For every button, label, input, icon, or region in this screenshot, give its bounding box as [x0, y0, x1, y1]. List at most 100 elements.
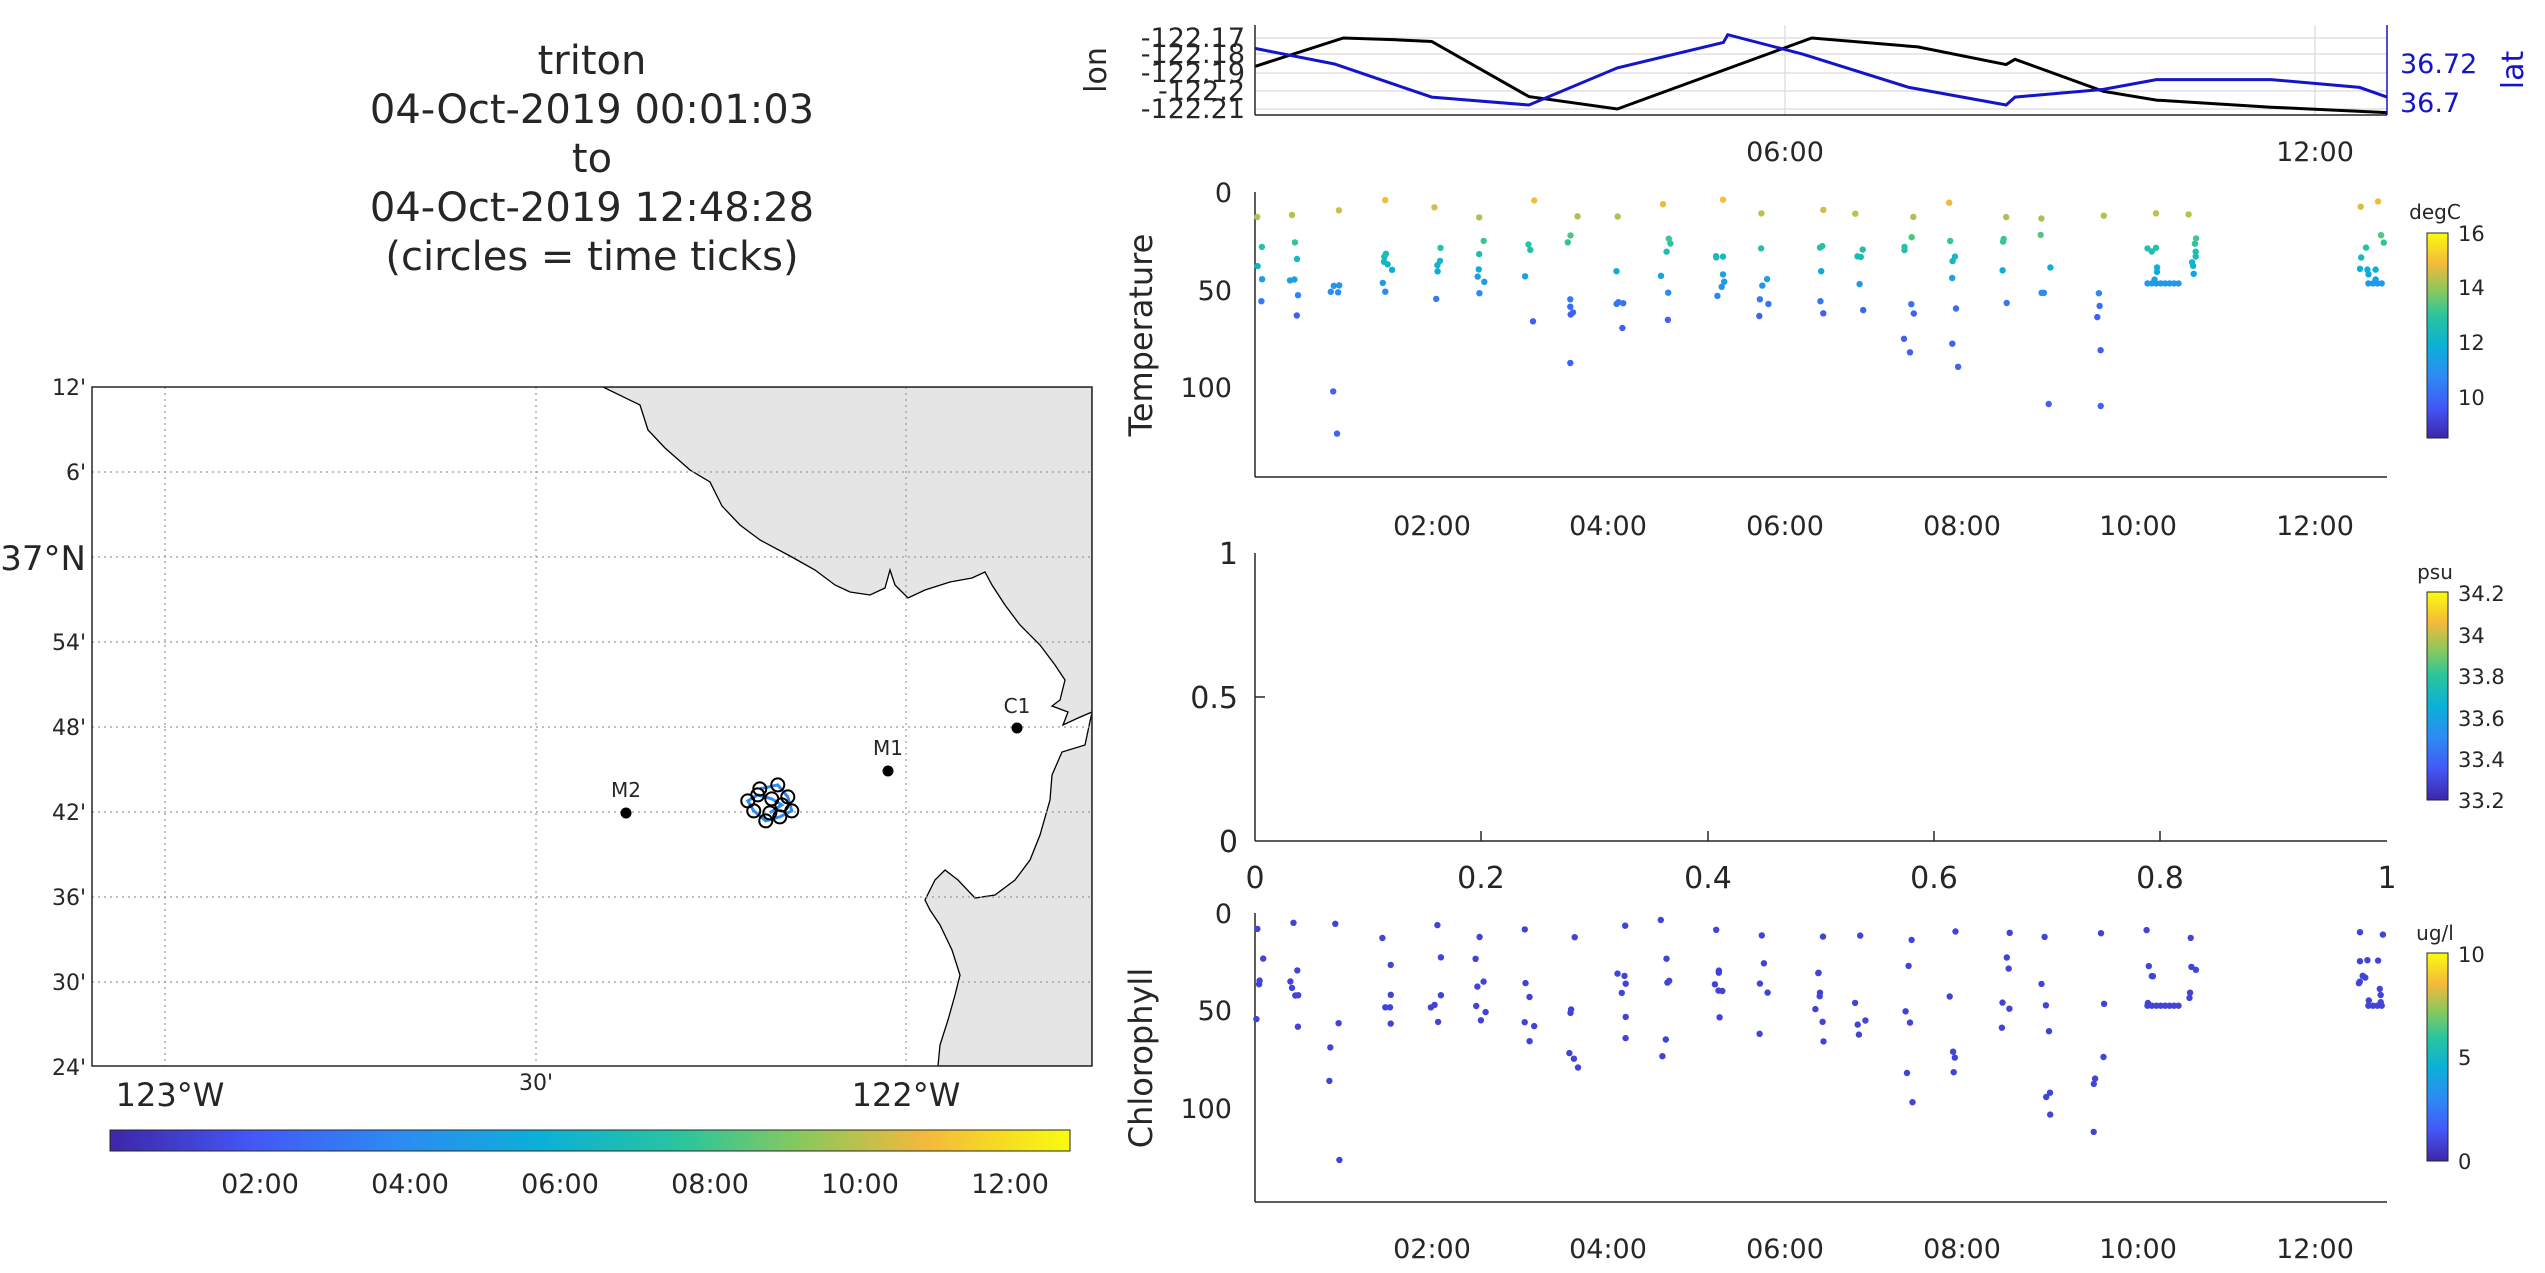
- temperature-point: [1758, 210, 1765, 217]
- chlorophyll-point: [2005, 965, 2012, 972]
- salinity-y-ticks: 1 0.5 0: [1190, 537, 1238, 860]
- x-tick: 0: [1245, 861, 1264, 896]
- chlorophyll-point: [1255, 981, 1263, 988]
- time-colorbar: [109, 1129, 1071, 1152]
- time-colorbar-ticks: 02:00 04:00 06:00 08:00 10:00 12:00: [221, 1169, 1049, 1200]
- lat-axis-label: lat: [2496, 51, 2531, 90]
- chlorophyll-point: [1862, 1017, 1869, 1024]
- chlorophyll-point: [2378, 1002, 2385, 1009]
- chlorophyll-point: [2365, 1002, 2372, 1009]
- chlorophyll-point: [1526, 1038, 1533, 1045]
- temperature-point: [1620, 300, 1627, 307]
- temperature-point: [1712, 253, 1720, 260]
- chlorophyll-point: [1758, 932, 1766, 939]
- y-tick: 1: [1219, 537, 1238, 572]
- temperature-point: [1434, 268, 1441, 275]
- temperature-point: [2191, 240, 2199, 247]
- temperature-point: [2045, 400, 2052, 408]
- chlorophyll-colorbar: [2426, 952, 2449, 1162]
- colorbar-tick: 06:00: [521, 1169, 599, 1200]
- temperature-point: [1437, 244, 1444, 252]
- temperature-point: [2356, 265, 2364, 272]
- chlorophyll-point: [2038, 980, 2045, 988]
- temperature-point: [2096, 302, 2103, 310]
- temperature-point: [2362, 244, 2370, 251]
- salinity-x-ticks: 0 0.2 0.4 0.6 0.8 1: [1245, 861, 2396, 896]
- chlorophyll-point: [1657, 916, 1665, 924]
- temperature-point: [1719, 253, 1727, 260]
- temperature-y-ticks: 0 50 100: [1180, 178, 1232, 404]
- chlorophyll-point: [2374, 1002, 2381, 1009]
- temperature-point: [2192, 253, 2199, 260]
- chlorophyll-point: [1664, 979, 1671, 986]
- temperature-point: [2037, 231, 2044, 239]
- lon-series-line: [1254, 36, 2388, 115]
- x-tick: 0.4: [1684, 861, 1732, 896]
- lon-tick: -122.19: [1141, 58, 1245, 89]
- temperature-point: [1619, 324, 1626, 332]
- chlorophyll-point: [1379, 934, 1386, 942]
- temperature-point: [1663, 248, 1670, 255]
- temperature-point: [2374, 280, 2381, 287]
- chlorophyll-point: [1526, 993, 1533, 1001]
- time-tick-circle: [758, 813, 774, 829]
- temperature-point: [1820, 310, 1827, 317]
- temperature-point: [1258, 298, 1265, 305]
- temperature-point: [2038, 289, 2045, 296]
- chlorophyll-colorbar-ticks: 10 5 0: [2458, 943, 2485, 1174]
- time-tick: 10:00: [2099, 1234, 2177, 1265]
- chlorophyll-point: [1819, 1018, 1826, 1025]
- depth-tick: 50: [1198, 996, 1232, 1027]
- chlorophyll-point: [2157, 1002, 2164, 1009]
- temperature-colorbar: [2426, 232, 2449, 439]
- chlorophyll-point: [1614, 970, 1621, 977]
- temperature-point: [1765, 300, 1772, 308]
- temperature-axis-label: Temperature: [1122, 234, 1160, 438]
- temperature-point: [2170, 280, 2178, 287]
- temperature-point: [2152, 244, 2160, 251]
- temperature-point: [1954, 363, 1962, 370]
- chlorophyll-point: [2162, 1002, 2169, 1009]
- temperature-point: [1952, 305, 1960, 312]
- temperature-point: [1330, 282, 1338, 289]
- chlorophyll-point: [1574, 1064, 1582, 1071]
- lat-tick: 36.72: [2400, 49, 2477, 80]
- temperature-point: [1908, 301, 1915, 308]
- colorbar-tick: 10: [2458, 943, 2485, 967]
- mooring-m1-label: M1: [873, 736, 903, 760]
- chlorophyll-point: [1621, 972, 1628, 980]
- temperature-point: [2357, 203, 2364, 210]
- chlorophyll-point: [1949, 1048, 1957, 1055]
- temperature-point: [1819, 242, 1826, 250]
- mooring-m2-label: M2: [611, 778, 641, 802]
- lat-label: 54': [52, 631, 86, 656]
- chlorophyll-point: [1902, 1008, 1909, 1015]
- temperature-point: [1574, 213, 1581, 220]
- temperature-point: [1433, 295, 1440, 303]
- chlorophyll-point: [2365, 997, 2372, 1004]
- temperature-point: [1759, 282, 1766, 289]
- temperature-point: [1614, 213, 1621, 220]
- x-tick: 1: [2377, 861, 2396, 896]
- chlorophyll-point: [2148, 1002, 2156, 1009]
- temperature-point: [1615, 299, 1622, 306]
- chlorophyll-point: [2006, 929, 2013, 936]
- chlorophyll-point: [2153, 1002, 2160, 1009]
- chlorophyll-point: [2379, 931, 2387, 938]
- time-tick-circle: [770, 777, 786, 793]
- chlorophyll-point: [1387, 991, 1395, 998]
- temperature-point: [1379, 279, 1387, 287]
- time-tick-circle: [750, 787, 766, 803]
- chlorophyll-point: [1290, 919, 1297, 926]
- title-line-2: 04-Oct-2019 00:01:03: [370, 87, 814, 133]
- temperature-point: [2003, 213, 2010, 221]
- temperature-point: [1382, 196, 1389, 204]
- chlorophyll-point: [1437, 954, 1445, 961]
- chlorophyll-point: [2145, 962, 2152, 970]
- map-lat-labels: 12' 6' 37°N 54' 48' 42' 36' 30' 24': [0, 376, 86, 1081]
- temperature-point: [1906, 349, 1914, 356]
- chlorophyll-point: [2100, 1053, 2107, 1061]
- temperature-point: [1999, 267, 2006, 274]
- chlorophyll-point: [1254, 925, 1261, 933]
- chlorophyll-point: [1567, 1009, 1574, 1016]
